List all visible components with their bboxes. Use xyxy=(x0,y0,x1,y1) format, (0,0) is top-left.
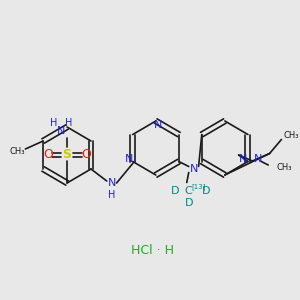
Text: C: C xyxy=(185,185,193,196)
Text: S: S xyxy=(63,148,72,161)
Text: H: H xyxy=(108,190,116,200)
Text: N: N xyxy=(107,178,116,188)
Text: N: N xyxy=(57,126,65,136)
Text: CH₃: CH₃ xyxy=(276,163,292,172)
Text: CH₃: CH₃ xyxy=(284,131,299,140)
Text: H: H xyxy=(50,118,57,128)
Text: N: N xyxy=(190,164,198,173)
Text: HCl · H: HCl · H xyxy=(131,244,174,256)
Text: N: N xyxy=(124,154,133,164)
Text: N: N xyxy=(238,154,247,164)
Text: H: H xyxy=(65,118,73,128)
Text: CH₃: CH₃ xyxy=(10,146,25,155)
Text: D: D xyxy=(202,185,211,196)
Text: O: O xyxy=(81,148,91,161)
Text: [13]: [13] xyxy=(191,183,206,190)
Text: D: D xyxy=(171,185,179,196)
Text: N: N xyxy=(254,154,262,164)
Text: O: O xyxy=(44,148,53,161)
Text: D: D xyxy=(184,197,193,208)
Text: N: N xyxy=(154,120,162,130)
